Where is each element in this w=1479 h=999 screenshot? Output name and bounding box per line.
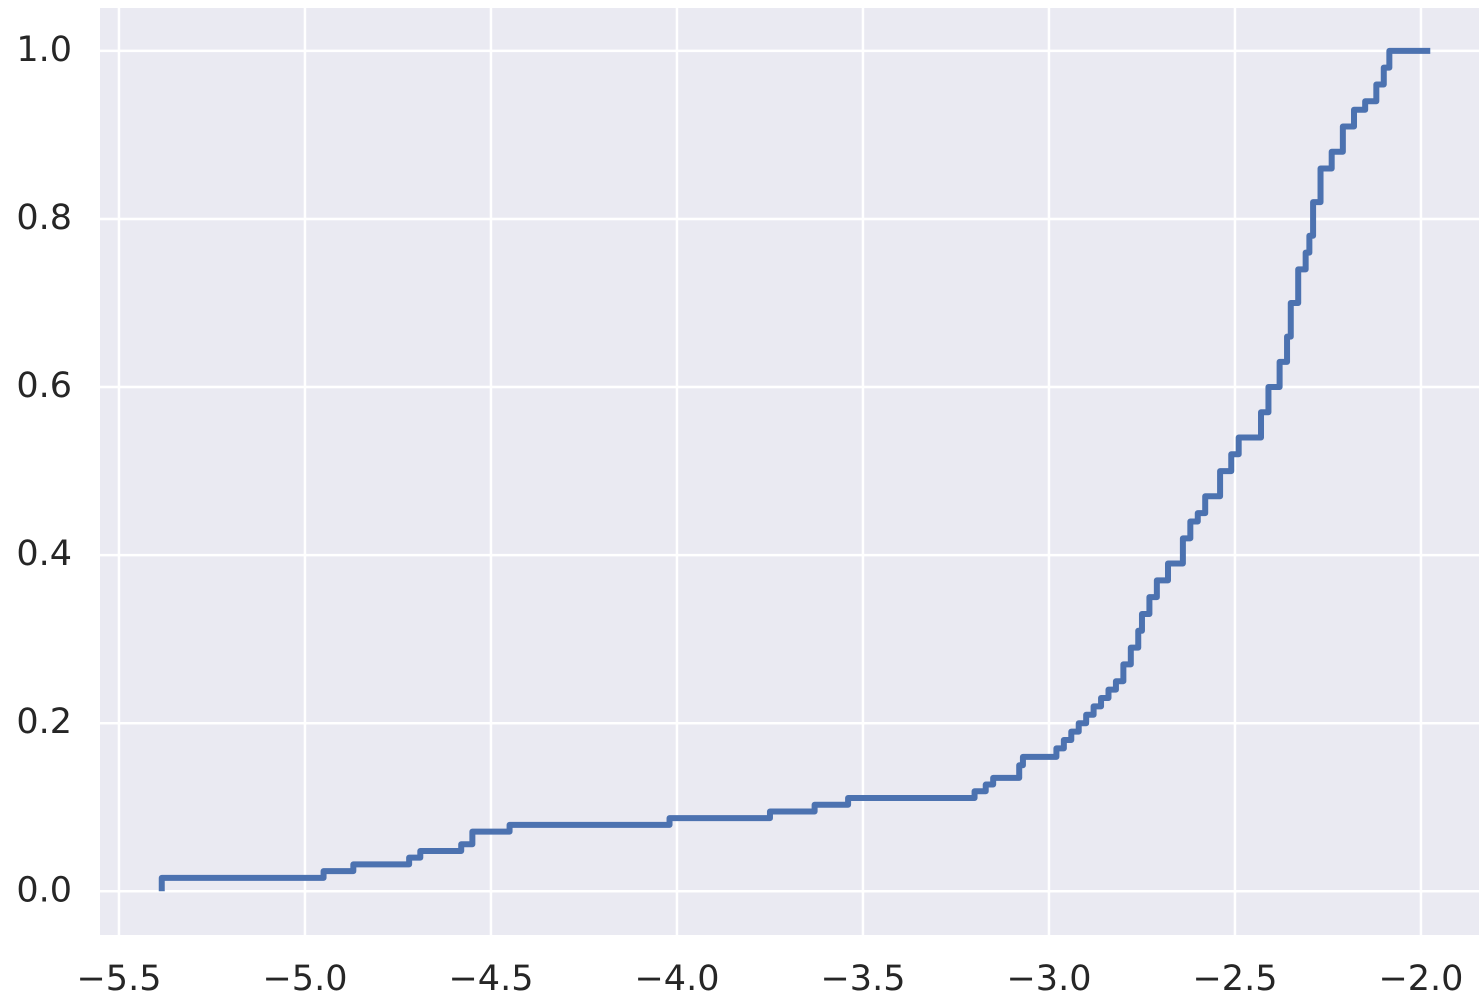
- y-tick-label: 0.8: [16, 198, 72, 238]
- ecdf-line: [158, 47, 1431, 892]
- x-tick-label: −4.5: [448, 959, 533, 999]
- x-tick-label: −5.0: [262, 959, 347, 999]
- y-tick-label: 0.6: [16, 366, 72, 406]
- x-tick-label: −3.0: [1006, 959, 1091, 999]
- y-tick-label: 1.0: [16, 30, 72, 70]
- x-tick-label: −2.5: [1192, 959, 1277, 999]
- x-tick-label: −5.5: [76, 959, 161, 999]
- y-tick-label: 0.2: [16, 702, 72, 742]
- x-tick-label: −4.0: [634, 959, 719, 999]
- y-tick-label: 0.0: [16, 870, 72, 910]
- plot-area: [100, 8, 1479, 935]
- x-tick-label: −2.0: [1378, 959, 1463, 999]
- y-tick-label: 0.4: [16, 534, 72, 574]
- x-tick-label: −3.5: [820, 959, 905, 999]
